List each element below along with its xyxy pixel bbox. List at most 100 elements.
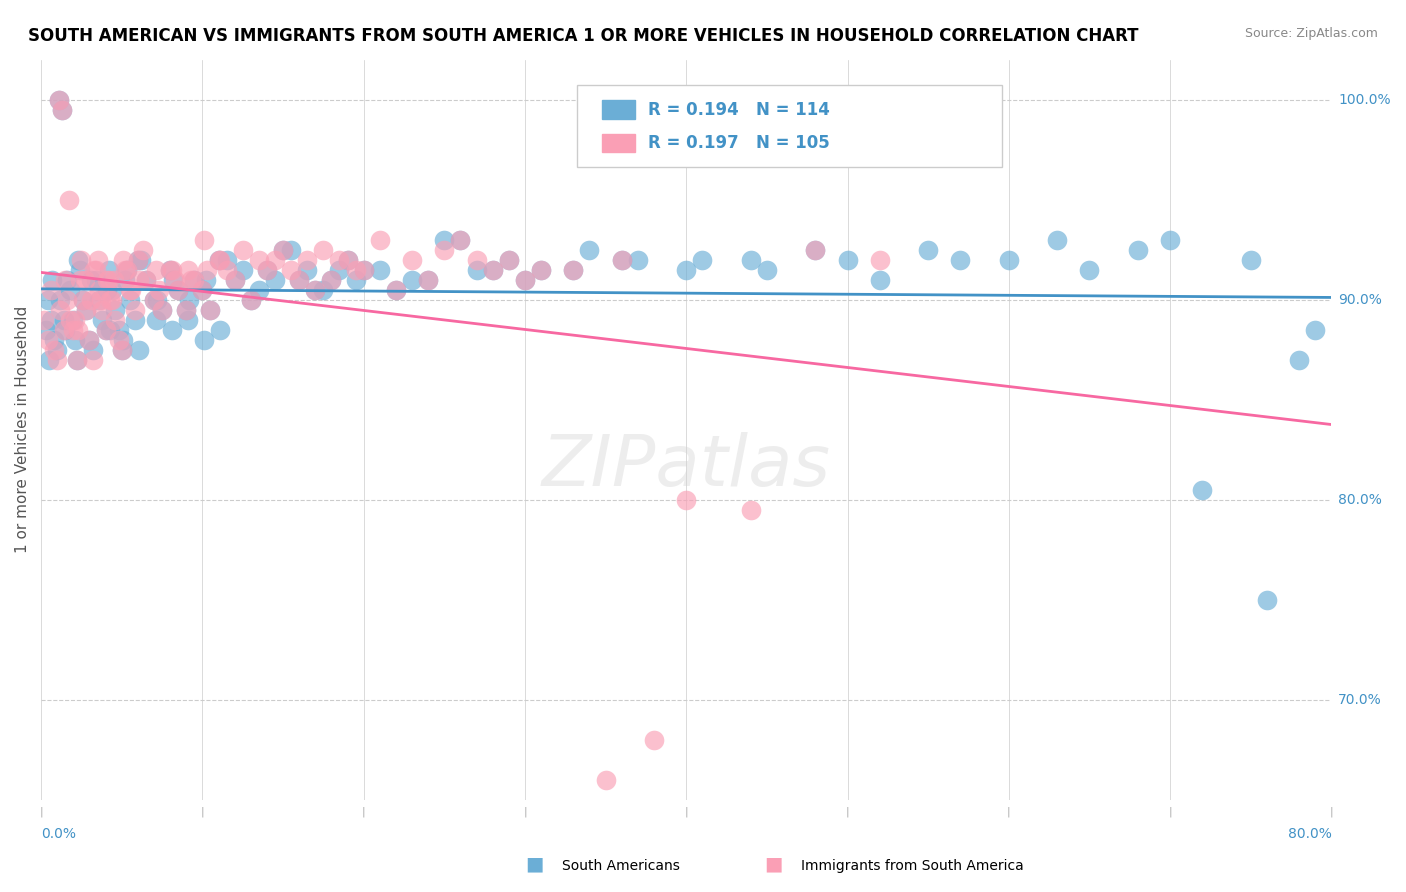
Point [114,272,136,286]
Point [132,243,155,257]
Point [48,93,70,107]
Point [51,103,73,117]
Point [163,272,186,286]
Point [56,272,79,286]
Point [127,252,149,267]
Point [193,233,215,247]
Point [145,312,167,326]
Point [94,322,117,336]
Point [344,272,367,286]
Point [433,233,456,247]
Point [1256,592,1278,607]
Point [167,283,190,297]
Point [128,272,150,286]
Point [304,283,326,297]
Point [59,312,82,326]
Point [837,252,859,267]
Point [998,252,1021,267]
Point [118,293,141,307]
Point [239,293,262,307]
Point [150,302,173,317]
Text: |: | [685,806,688,817]
FancyBboxPatch shape [576,86,1002,167]
Point [112,333,135,347]
Point [209,252,232,267]
Point [49,293,72,307]
Text: 80.0%: 80.0% [1288,827,1331,841]
Point [58,193,80,207]
Point [177,262,200,277]
Point [610,252,633,267]
Text: 90.0%: 90.0% [1339,293,1382,307]
Point [336,252,359,267]
Point [312,283,335,297]
Point [97,262,120,277]
Point [135,272,157,286]
Point [256,262,278,277]
Point [321,272,343,286]
Point [224,272,246,286]
Point [207,252,229,267]
Point [740,502,762,516]
Point [280,262,302,277]
Point [67,322,90,336]
Point [46,352,69,367]
Point [96,272,118,286]
Point [288,272,311,286]
Point [83,262,105,277]
Point [91,302,114,317]
Point [89,293,111,307]
Point [124,312,146,326]
Point [949,252,972,267]
Point [37,333,59,347]
Point [167,283,190,297]
Point [256,262,278,277]
Point [209,322,232,336]
Point [34,312,56,326]
Point [449,233,471,247]
Point [62,322,84,336]
Point [104,312,127,326]
Point [418,272,440,286]
Point [675,262,697,277]
Text: |: | [846,806,849,817]
Point [82,352,104,367]
Y-axis label: 1 or more Vehicles in Household: 1 or more Vehicles in Household [15,306,30,553]
Point [328,252,350,267]
Point [353,262,375,277]
Point [104,302,127,317]
Point [53,322,76,336]
Point [100,293,122,307]
Point [183,272,205,286]
Point [107,322,129,336]
Point [1288,352,1310,367]
Text: 0.0%: 0.0% [41,827,76,841]
Point [247,252,270,267]
Point [79,333,101,347]
Point [112,252,135,267]
Point [96,283,118,297]
Point [304,283,326,297]
Point [174,302,197,317]
Point [675,492,697,507]
Point [368,233,391,247]
Point [1078,262,1101,277]
Point [159,262,181,277]
Text: |: | [1168,806,1173,817]
Point [465,262,488,277]
Point [418,272,440,286]
Point [35,322,58,336]
Text: ZIPatlas: ZIPatlas [541,432,831,501]
Point [1303,322,1326,336]
Point [180,272,202,286]
Point [70,252,93,267]
Point [481,262,503,277]
Point [114,262,136,277]
Point [97,272,120,286]
Point [1126,243,1149,257]
Point [368,262,391,277]
Point [160,262,183,277]
Text: SOUTH AMERICAN VS IMMIGRANTS FROM SOUTH AMERICA 1 OR MORE VEHICLES IN HOUSEHOLD : SOUTH AMERICAN VS IMMIGRANTS FROM SOUTH … [28,27,1139,45]
Point [145,262,167,277]
Point [53,272,76,286]
